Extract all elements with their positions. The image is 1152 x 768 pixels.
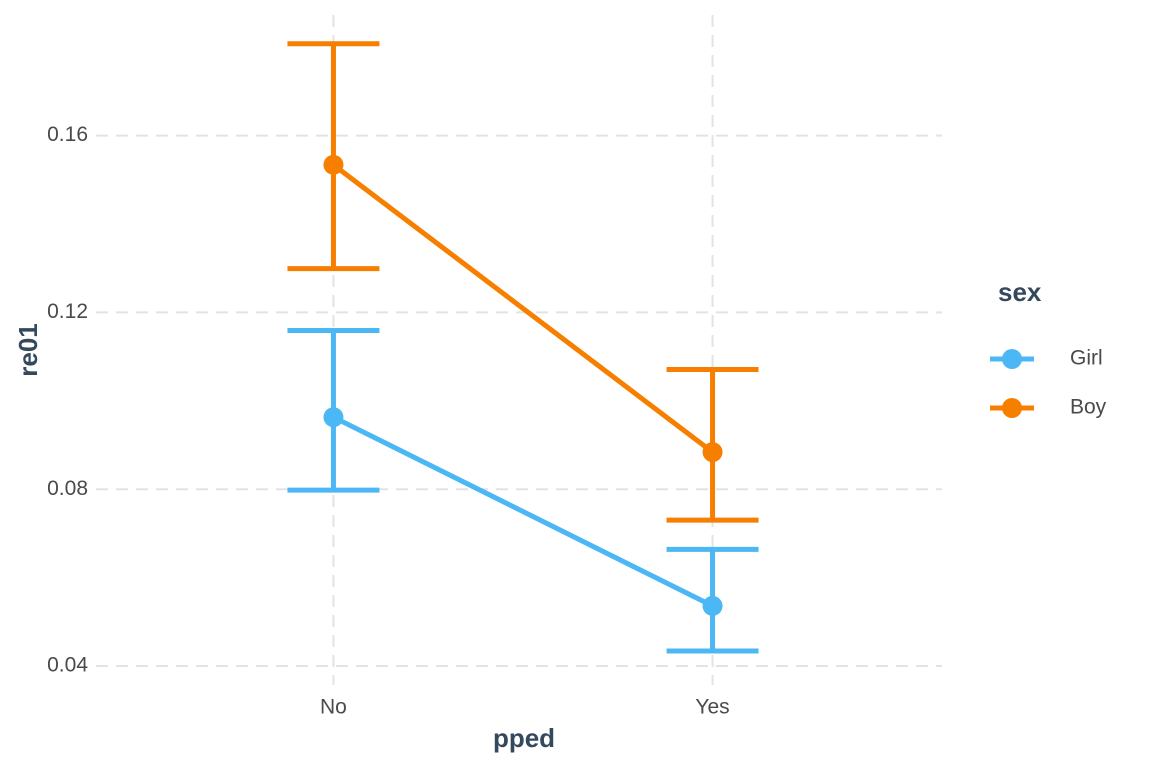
series-line xyxy=(331,162,715,455)
x-tick-label: Yes xyxy=(695,696,729,719)
data-point xyxy=(323,154,344,175)
y-axis-title: re01 xyxy=(13,323,43,377)
y-tick-label: 0.04 xyxy=(47,654,88,677)
x-axis-title: pped xyxy=(493,723,555,753)
legend-title: sex xyxy=(998,277,1042,307)
y-tick-label: 0.16 xyxy=(47,123,88,146)
data-point xyxy=(702,595,723,616)
y-tick-label: 0.08 xyxy=(47,477,88,500)
legend-key-point xyxy=(1002,349,1022,369)
legend-key-point xyxy=(1002,398,1022,418)
legend-label: Girl xyxy=(1070,347,1103,370)
series-line xyxy=(332,414,714,609)
data-point xyxy=(323,407,344,428)
data-point xyxy=(702,442,723,463)
legend-label: Boy xyxy=(1070,396,1107,419)
x-tick-label: No xyxy=(320,696,347,719)
y-tick-label: 0.12 xyxy=(47,300,88,323)
